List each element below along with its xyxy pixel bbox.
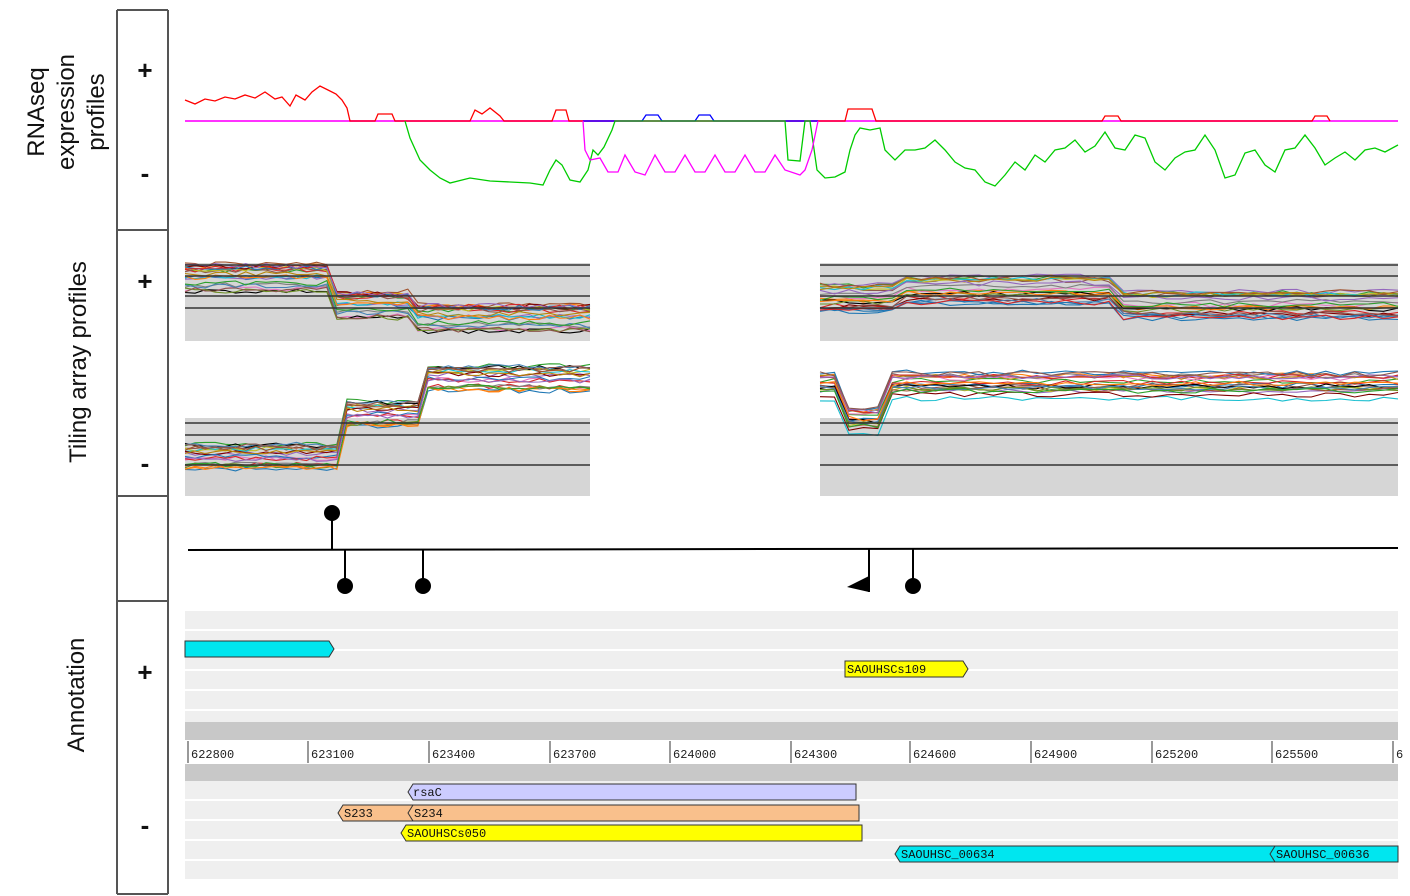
tiling-trace: [819, 297, 1399, 319]
tiling-trace: [184, 286, 591, 333]
tiling-trace: [819, 276, 1399, 298]
gene-label-SAOUHSC_00634: SAOUHSC_00634: [901, 848, 995, 862]
gene-S233: S233: [337, 804, 415, 822]
tiling-trace: [819, 380, 1399, 422]
tiling-trace: [184, 384, 591, 468]
gene-label-SAOUHSCs050: SAOUHSCs050: [407, 827, 486, 841]
annotation-track-row: [185, 691, 1398, 709]
rnaseq-label-line1: RNAseq: [23, 67, 50, 156]
tiling-trace: [819, 387, 1399, 429]
terminator-minus-marker-1: [337, 550, 353, 594]
axis-tick-label: 622800: [191, 748, 234, 762]
axis-tick-label: 624600: [913, 748, 956, 762]
annotation-track-row: [185, 651, 1398, 669]
tiling-array-panel: [184, 261, 1399, 496]
tiling-trace: [184, 383, 591, 468]
tiling-trace: [819, 299, 1399, 321]
rnaseq-plus-sign: +: [137, 55, 152, 85]
gene-label-rsaC: rsaC: [413, 786, 442, 800]
gene-SAOUHSCs050: SAOUHSCs050: [400, 824, 863, 842]
annotation-track-row: [185, 631, 1398, 649]
tiling-trace: [184, 364, 591, 449]
rnaseq-plus-red-profile: [184, 85, 1331, 122]
gene-label-S233: S233: [344, 807, 373, 821]
annotation-panel: 622800 623100 623400 623700 624000 624300 6246…: [184, 611, 1403, 879]
gene-SAOUHSCs109: SAOUHSCs109: [844, 660, 969, 678]
tiling-trace: [184, 365, 591, 450]
tiling-guide-lines: [185, 264, 1398, 466]
tiling-trace: [819, 379, 1399, 421]
tiling-trace: [819, 374, 1399, 414]
tiling-trace: [184, 363, 591, 448]
annotation-track-row: [185, 611, 1398, 629]
gene-SAOUHSC_00634: SAOUHSC_00634: [894, 845, 1277, 863]
tiling-trace: [819, 371, 1399, 410]
tiling-trace: [819, 287, 1399, 308]
tiling-trace: [819, 391, 1399, 431]
tiling-trace: [184, 378, 591, 462]
terminator-minus-marker-3: [905, 549, 921, 594]
axis-tick-label: 625200: [1155, 748, 1198, 762]
rnaseq-label-line2: expression: [53, 54, 80, 170]
tiling-trace: [184, 386, 591, 470]
tiling-trace: [819, 395, 1399, 437]
coordinate-axis: 622800 623100 623400 623700 624000 624300 6246…: [187, 741, 1403, 763]
annotation-plus-sign: +: [137, 657, 152, 687]
axis-band-top: [185, 722, 1398, 740]
annotation-track-row: [185, 671, 1398, 689]
tiling-trace: [184, 279, 591, 326]
annotation-track-row: [185, 861, 1398, 879]
tiling-trace: [819, 290, 1399, 311]
tiling-trace: [184, 371, 591, 455]
axis-tick-label: 6: [1396, 748, 1403, 762]
terminator-plus-marker: [324, 505, 340, 549]
tiling-trace: [184, 288, 591, 334]
axis-tick-label: 624300: [794, 748, 837, 762]
gene-S234: S234: [407, 804, 860, 822]
axis-band-bottom: [185, 764, 1398, 781]
left-label-column: [116, 9, 169, 895]
rnaseq-profiles: [184, 85, 1399, 187]
tiling-trace: [184, 267, 591, 314]
gene-rsaC: rsaC: [407, 783, 857, 801]
genome-line: [187, 547, 1399, 551]
axis-tick-label: 624000: [673, 748, 716, 762]
annotation-minus-sign: -: [141, 810, 150, 840]
axis-tick-label: 624900: [1034, 748, 1077, 762]
gene-label-SAOUHSC_00636: SAOUHSC_00636: [1276, 848, 1370, 862]
axis-tick-label: 625500: [1275, 748, 1318, 762]
axis-tick-label: 623700: [553, 748, 596, 762]
rnaseq-minus-sign: -: [141, 158, 150, 188]
terminator-minus-marker-2: [415, 550, 431, 594]
rnaseq-minus-magenta-profile: [582, 120, 819, 176]
tiling-minus-right-traces: [819, 369, 1399, 437]
gene-SAOUHSC_00636: SAOUHSC_00636: [1269, 845, 1399, 863]
tiling-trace: [819, 373, 1399, 414]
tiling-trace: [184, 271, 591, 317]
gene-label-SAOUHSCs109: SAOUHSCs109: [847, 663, 926, 677]
tiling-minus-sign: -: [141, 448, 150, 478]
promoter-minus-arrow: [847, 549, 870, 592]
tiling-label: Tiling array profiles: [65, 261, 92, 463]
tiling-trace: [819, 384, 1399, 425]
axis-tick-label: 623100: [311, 748, 354, 762]
axis-tick-label: 623400: [432, 748, 475, 762]
gene-plus-cyan: [184, 640, 335, 658]
rnaseq-minus-green-profile: [404, 120, 1399, 187]
tiling-trace: [819, 383, 1399, 425]
tiling-trace: [819, 284, 1399, 305]
tiling-trace: [184, 274, 591, 321]
gene-label-S234: S234: [414, 807, 443, 821]
tiling-plus-sign: +: [137, 266, 152, 296]
annotation-label: Annotation: [63, 638, 90, 753]
rnaseq-label-line3: profiles: [83, 73, 110, 150]
tiling-trace: [184, 263, 591, 309]
regulatory-map: [187, 505, 1399, 594]
